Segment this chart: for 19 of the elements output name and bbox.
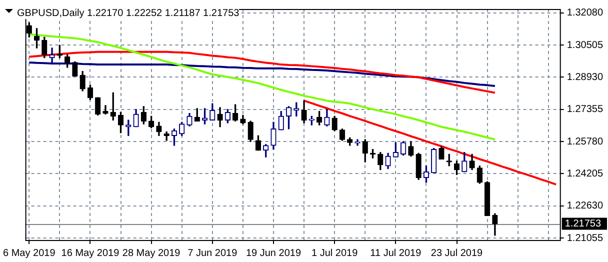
- y-tick-label: 1.28930: [566, 72, 604, 83]
- x-tick-label: 23 Jul 2019: [430, 248, 484, 259]
- candlestick: [354, 139, 360, 146]
- x-tick-label: 28 May 2019: [122, 248, 181, 259]
- y-tick-label: 1.25780: [566, 136, 604, 148]
- ref-line-label: 1.21753: [564, 218, 602, 230]
- y-tick-label: 1.21055: [566, 232, 604, 244]
- x-tick-label: 19 Jun 2019: [246, 248, 302, 259]
- y-tick-label: 1.22630: [566, 200, 604, 212]
- x-tick-label: 1 Jul 2019: [312, 248, 358, 259]
- chart-title: GBPUSD,Daily 1.22170 1.22252 1.21187 1.21753: [17, 8, 240, 19]
- x-tick-label: 7 Jun 2019: [188, 248, 238, 259]
- y-tick-label: 1.30505: [566, 40, 604, 51]
- x-tick-label: 11 Jul 2019: [370, 248, 422, 259]
- y-tick-label: 1.24205: [566, 168, 604, 180]
- y-tick-label: 1.32080: [566, 8, 604, 19]
- x-tick-label: 6 May 2019: [2, 248, 56, 259]
- x-tick-label: 16 May 2019: [61, 248, 120, 259]
- y-tick-label: 1.27355: [566, 104, 604, 116]
